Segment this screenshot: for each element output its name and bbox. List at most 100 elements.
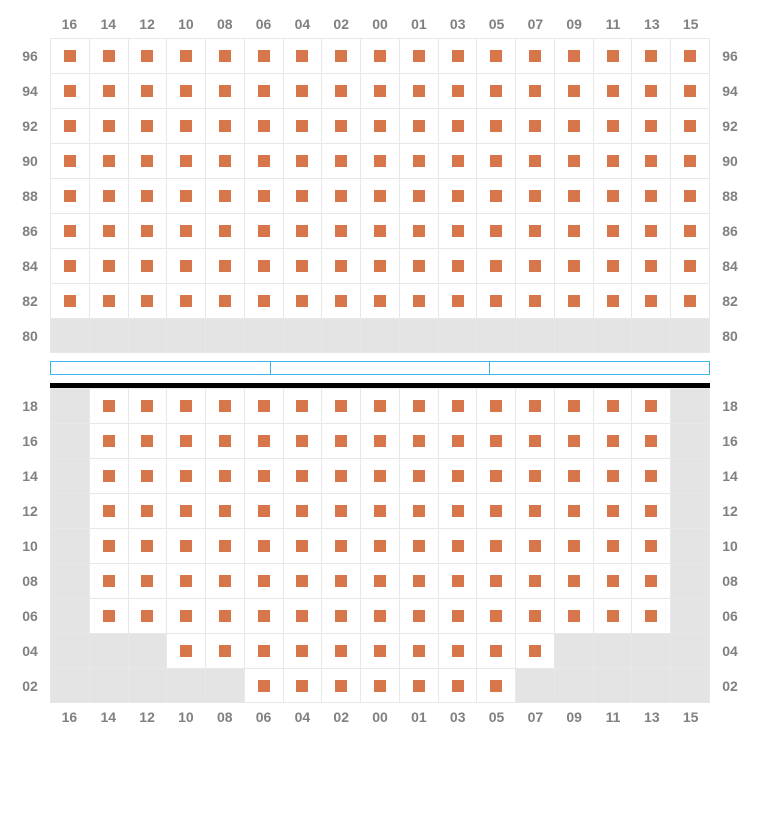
seat[interactable]: [321, 143, 360, 178]
seat[interactable]: [166, 528, 205, 563]
seat[interactable]: [399, 633, 438, 668]
seat[interactable]: [476, 598, 515, 633]
seat[interactable]: [399, 213, 438, 248]
seat[interactable]: [476, 493, 515, 528]
seat[interactable]: [631, 38, 670, 73]
seat[interactable]: [515, 283, 554, 318]
seat[interactable]: [515, 108, 554, 143]
seat[interactable]: [128, 213, 167, 248]
seat[interactable]: [476, 388, 515, 423]
seat[interactable]: [631, 248, 670, 283]
seat[interactable]: [360, 283, 399, 318]
seat[interactable]: [438, 423, 477, 458]
seat[interactable]: [89, 493, 128, 528]
seat[interactable]: [631, 458, 670, 493]
seat[interactable]: [360, 108, 399, 143]
seat[interactable]: [476, 458, 515, 493]
seat[interactable]: [360, 423, 399, 458]
seat[interactable]: [283, 178, 322, 213]
seat[interactable]: [89, 213, 128, 248]
seat[interactable]: [399, 73, 438, 108]
seat[interactable]: [554, 598, 593, 633]
seat[interactable]: [244, 458, 283, 493]
seat[interactable]: [670, 73, 710, 108]
seat[interactable]: [244, 493, 283, 528]
seat[interactable]: [205, 73, 244, 108]
seat[interactable]: [631, 143, 670, 178]
seat[interactable]: [205, 423, 244, 458]
seat[interactable]: [399, 108, 438, 143]
seat[interactable]: [283, 38, 322, 73]
seat[interactable]: [89, 598, 128, 633]
seat[interactable]: [515, 633, 554, 668]
seat[interactable]: [283, 108, 322, 143]
seat[interactable]: [321, 528, 360, 563]
seat[interactable]: [166, 248, 205, 283]
seat[interactable]: [399, 38, 438, 73]
seat[interactable]: [670, 213, 710, 248]
seat[interactable]: [89, 38, 128, 73]
seat[interactable]: [128, 493, 167, 528]
seat[interactable]: [128, 598, 167, 633]
seat[interactable]: [166, 73, 205, 108]
seat[interactable]: [515, 213, 554, 248]
seat[interactable]: [244, 213, 283, 248]
seat[interactable]: [283, 423, 322, 458]
seat[interactable]: [283, 598, 322, 633]
seat[interactable]: [128, 423, 167, 458]
seat[interactable]: [205, 108, 244, 143]
seat[interactable]: [476, 73, 515, 108]
seat[interactable]: [438, 38, 477, 73]
seat[interactable]: [244, 73, 283, 108]
seat[interactable]: [670, 38, 710, 73]
seat[interactable]: [399, 178, 438, 213]
seat[interactable]: [89, 73, 128, 108]
seat[interactable]: [515, 248, 554, 283]
seat[interactable]: [321, 213, 360, 248]
seat[interactable]: [283, 143, 322, 178]
seat[interactable]: [476, 143, 515, 178]
seat[interactable]: [244, 563, 283, 598]
seat[interactable]: [631, 598, 670, 633]
seat[interactable]: [205, 528, 244, 563]
seat[interactable]: [166, 633, 205, 668]
seat[interactable]: [205, 143, 244, 178]
seat[interactable]: [166, 38, 205, 73]
seat[interactable]: [593, 73, 632, 108]
seat[interactable]: [399, 388, 438, 423]
seat[interactable]: [128, 563, 167, 598]
seat[interactable]: [244, 388, 283, 423]
seat[interactable]: [360, 598, 399, 633]
seat[interactable]: [476, 563, 515, 598]
seat[interactable]: [244, 143, 283, 178]
seat[interactable]: [283, 73, 322, 108]
seat[interactable]: [515, 143, 554, 178]
seat[interactable]: [128, 38, 167, 73]
seat[interactable]: [515, 598, 554, 633]
seat[interactable]: [205, 598, 244, 633]
seat[interactable]: [438, 563, 477, 598]
seat[interactable]: [554, 178, 593, 213]
seat[interactable]: [166, 213, 205, 248]
seat[interactable]: [321, 668, 360, 703]
seat[interactable]: [321, 458, 360, 493]
seat[interactable]: [244, 283, 283, 318]
seat[interactable]: [244, 668, 283, 703]
seat[interactable]: [166, 423, 205, 458]
seat[interactable]: [205, 493, 244, 528]
seat[interactable]: [244, 598, 283, 633]
seat[interactable]: [554, 143, 593, 178]
seat[interactable]: [476, 528, 515, 563]
seat[interactable]: [631, 528, 670, 563]
seat[interactable]: [476, 178, 515, 213]
seat[interactable]: [89, 458, 128, 493]
seat[interactable]: [476, 213, 515, 248]
seat[interactable]: [515, 493, 554, 528]
seat[interactable]: [360, 458, 399, 493]
seat[interactable]: [321, 633, 360, 668]
seat[interactable]: [321, 388, 360, 423]
seat[interactable]: [554, 493, 593, 528]
seat[interactable]: [205, 388, 244, 423]
seat[interactable]: [360, 633, 399, 668]
seat[interactable]: [360, 388, 399, 423]
